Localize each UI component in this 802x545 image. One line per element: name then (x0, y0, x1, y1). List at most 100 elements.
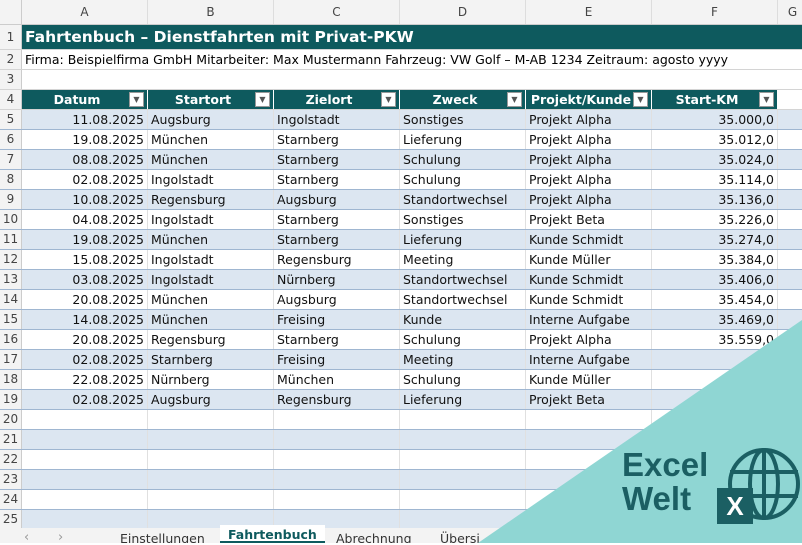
filter-dropdown-icon[interactable]: ▼ (507, 92, 522, 107)
table-cell[interactable]: Standortwechsel (400, 270, 526, 289)
table-cell[interactable] (22, 410, 148, 429)
table-cell[interactable]: 03.08.2025 (22, 270, 148, 289)
table-cell[interactable]: 35.274,0 (652, 230, 778, 249)
table-cell[interactable]: Ingolstadt (148, 270, 274, 289)
table-cell[interactable]: Projekt Alpha (526, 130, 652, 149)
table-cell[interactable]: Kunde Müller (526, 370, 652, 389)
row-header[interactable]: 10 (0, 210, 22, 229)
table-cell[interactable] (400, 430, 526, 449)
table-cell[interactable]: Ingolstadt (148, 250, 274, 269)
row-header[interactable]: 21 (0, 430, 22, 449)
table-cell[interactable] (148, 510, 274, 529)
table-cell[interactable]: Projekt Alpha (526, 170, 652, 189)
table-cell[interactable]: 35.406,0 (652, 270, 778, 289)
table-cell[interactable]: Kunde Schmidt (526, 230, 652, 249)
table-cell[interactable]: Augsburg (148, 390, 274, 409)
table-cell[interactable]: 02.08.2025 (22, 170, 148, 189)
column-header[interactable]: F (652, 0, 778, 24)
table-cell[interactable]: Ingolstadt (148, 170, 274, 189)
table-cell[interactable]: Sonstiges (400, 110, 526, 129)
table-cell[interactable]: Meeting (400, 350, 526, 369)
scroll-left-icon[interactable]: ‹ (24, 530, 30, 545)
table-cell[interactable]: Regensburg (274, 390, 400, 409)
table-cell[interactable] (148, 450, 274, 469)
table-cell[interactable]: Kunde Müller (526, 250, 652, 269)
row-header[interactable]: 16 (0, 330, 22, 349)
table-cell[interactable]: 19.08.2025 (22, 130, 148, 149)
table-cell[interactable] (22, 430, 148, 449)
table-cell[interactable]: Ingolstadt (274, 110, 400, 129)
table-cell[interactable]: 11.08.2025 (22, 110, 148, 129)
table-cell[interactable] (148, 470, 274, 489)
table-cell[interactable] (400, 470, 526, 489)
table-cell[interactable]: Projekt Alpha (526, 150, 652, 169)
table-cell[interactable]: Regensburg (148, 190, 274, 209)
table-cell[interactable]: Freising (274, 310, 400, 329)
table-cell[interactable]: Projekt Beta (526, 210, 652, 229)
table-cell[interactable]: 04.08.2025 (22, 210, 148, 229)
table-cell[interactable]: Starnberg (274, 210, 400, 229)
table-cell[interactable] (148, 410, 274, 429)
table-cell[interactable]: Meeting (400, 250, 526, 269)
row-header[interactable]: 17 (0, 350, 22, 369)
table-cell[interactable]: 35.000,0 (652, 110, 778, 129)
filter-dropdown-icon[interactable]: ▼ (633, 92, 648, 107)
table-cell[interactable]: Kunde Schmidt (526, 290, 652, 309)
table-cell[interactable]: 19.08.2025 (22, 230, 148, 249)
table-cell[interactable]: Schulung (400, 170, 526, 189)
table-cell[interactable]: Schulung (400, 370, 526, 389)
row-header[interactable]: 13 (0, 270, 22, 289)
sheet-tab-fahrtenbuch[interactable]: Fahrtenbuch (220, 525, 325, 543)
row-header[interactable]: 23 (0, 470, 22, 489)
table-cell[interactable]: Standortwechsel (400, 290, 526, 309)
table-cell[interactable]: Nürnberg (148, 370, 274, 389)
table-cell[interactable]: Augsburg (148, 110, 274, 129)
sheet-tab-uebersicht[interactable]: Übersi (440, 531, 480, 543)
table-cell[interactable]: Regensburg (274, 250, 400, 269)
table-cell[interactable]: 35.012,0 (652, 130, 778, 149)
table-cell[interactable]: Sonstiges (400, 210, 526, 229)
table-cell[interactable]: München (148, 130, 274, 149)
filter-dropdown-icon[interactable]: ▼ (381, 92, 396, 107)
table-cell[interactable] (274, 490, 400, 509)
filter-dropdown-icon[interactable]: ▼ (255, 92, 270, 107)
table-cell[interactable]: Augsburg (274, 190, 400, 209)
table-cell[interactable] (22, 510, 148, 529)
table-cell[interactable] (400, 450, 526, 469)
row-header[interactable]: 6 (0, 130, 22, 149)
table-cell[interactable]: 08.08.2025 (22, 150, 148, 169)
table-cell[interactable]: 35.384,0 (652, 250, 778, 269)
table-cell[interactable]: München (274, 370, 400, 389)
row-header[interactable]: 12 (0, 250, 22, 269)
table-cell[interactable]: Lieferung (400, 130, 526, 149)
table-cell[interactable]: München (148, 290, 274, 309)
table-cell[interactable] (274, 450, 400, 469)
table-cell[interactable]: München (148, 230, 274, 249)
table-cell[interactable]: Starnberg (274, 170, 400, 189)
table-cell[interactable]: 20.08.2025 (22, 290, 148, 309)
row-header[interactable]: 11 (0, 230, 22, 249)
filter-dropdown-icon[interactable]: ▼ (129, 92, 144, 107)
table-cell[interactable]: 15.08.2025 (22, 250, 148, 269)
table-cell[interactable]: 35.559,0 (652, 330, 778, 349)
table-cell[interactable]: 02.08.2025 (22, 390, 148, 409)
table-cell[interactable]: Augsburg (274, 290, 400, 309)
table-cell[interactable]: 35.454,0 (652, 290, 778, 309)
row-header[interactable]: 3 (0, 70, 22, 89)
table-cell[interactable]: Projekt Alpha (526, 110, 652, 129)
table-cell[interactable] (22, 450, 148, 469)
table-cell[interactable] (148, 430, 274, 449)
column-header[interactable]: B (148, 0, 274, 24)
row-header[interactable]: 15 (0, 310, 22, 329)
table-cell[interactable] (526, 410, 652, 429)
row-header[interactable]: 19 (0, 390, 22, 409)
row-header[interactable]: 4 (0, 90, 22, 109)
table-cell[interactable]: Interne Aufgabe (526, 350, 652, 369)
table-cell[interactable]: Projekt Alpha (526, 190, 652, 209)
table-cell[interactable]: 35.136,0 (652, 190, 778, 209)
table-cell[interactable]: Lieferung (400, 390, 526, 409)
table-cell[interactable] (400, 410, 526, 429)
table-cell[interactable]: Interne Aufgabe (526, 310, 652, 329)
table-cell[interactable]: Schulung (400, 150, 526, 169)
table-cell[interactable]: 35.114,0 (652, 170, 778, 189)
